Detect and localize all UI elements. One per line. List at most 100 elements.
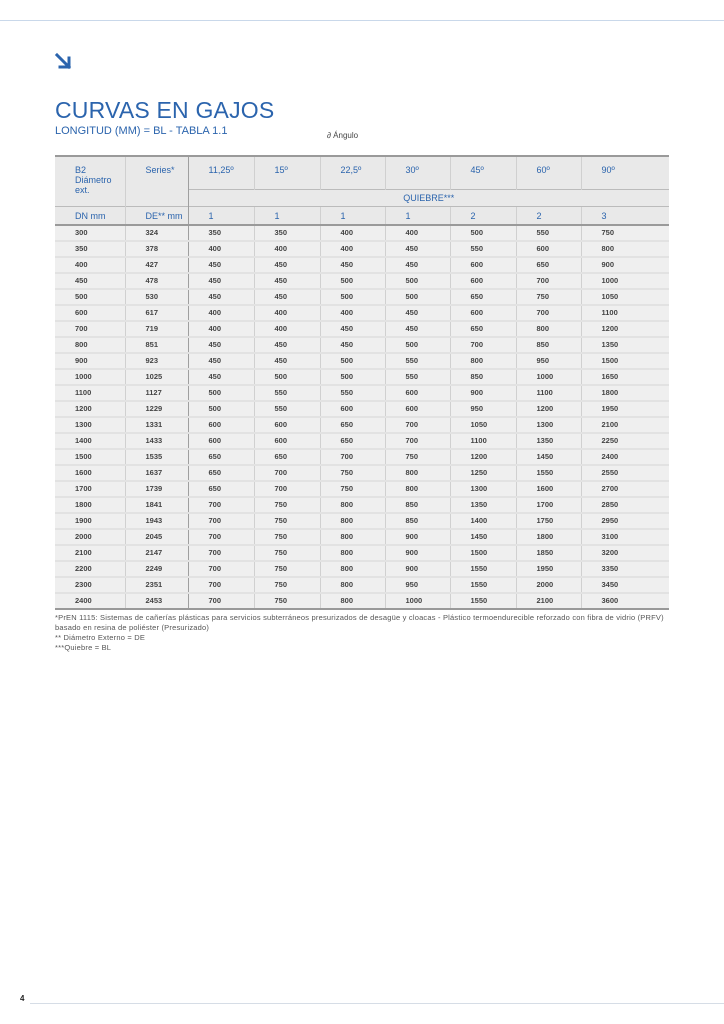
length-cell: 600 — [515, 241, 581, 258]
length-cell: 550 — [515, 225, 581, 242]
length-cell: 650 — [449, 289, 516, 306]
de-cell: 1127 — [124, 385, 188, 402]
quiebre-count: 1 — [384, 206, 450, 226]
de-cell: 1943 — [124, 513, 188, 530]
quiebre-header: QUIEBRE*** — [187, 189, 669, 207]
angle-note: ∂ Ángulo — [327, 131, 359, 140]
quiebre-header-row: QUIEBRE*** — [55, 189, 669, 207]
length-cell: 1800 — [515, 529, 581, 546]
length-cell: 1650 — [580, 369, 669, 386]
length-cell: 450 — [187, 273, 254, 290]
length-cell: 1350 — [515, 433, 581, 450]
angle-header: 45º — [449, 155, 516, 190]
length-cell: 600 — [187, 417, 254, 434]
page-title: CURVAS EN GAJOS — [55, 97, 275, 123]
dn-cell: 400 — [55, 257, 125, 274]
length-cell: 750 — [253, 561, 320, 578]
length-cell: 700 — [187, 593, 254, 610]
length-cell: 850 — [449, 369, 516, 386]
length-cell: 1850 — [515, 545, 581, 562]
de-cell: 851 — [124, 337, 188, 354]
length-cell: 800 — [319, 497, 385, 514]
length-cell: 400 — [319, 225, 385, 242]
angle-header-row: B2 Diámetro ext. Series* 11,25º 15º 22,5… — [55, 155, 669, 207]
length-cell: 650 — [187, 465, 254, 482]
length-cell: 3450 — [580, 577, 669, 594]
length-cell: 1200 — [515, 401, 581, 418]
footnotes: *PrEN 1115: Sistemas de cañerías plástic… — [55, 613, 675, 653]
length-cell: 1550 — [449, 561, 516, 578]
length-cell: 700 — [384, 433, 450, 450]
length-cell: 450 — [253, 289, 320, 306]
length-cell: 450 — [319, 257, 385, 274]
length-cell: 800 — [319, 593, 385, 610]
length-cell: 600 — [253, 417, 320, 434]
length-cell: 2850 — [580, 497, 669, 514]
length-cell: 700 — [187, 545, 254, 562]
dn-cell: 2400 — [55, 593, 125, 610]
dn-cell: 2200 — [55, 561, 125, 578]
footnote-series: *PrEN 1115: Sistemas de cañerías plástic… — [55, 613, 664, 632]
length-cell: 3200 — [580, 545, 669, 562]
de-cell: 1229 — [124, 401, 188, 418]
length-cell: 600 — [449, 257, 516, 274]
length-cell: 750 — [580, 225, 669, 242]
quiebre-count: 1 — [319, 206, 385, 226]
length-cell: 1500 — [449, 545, 516, 562]
length-cell: 600 — [253, 433, 320, 450]
length-cell: 500 — [384, 337, 450, 354]
length-cell: 450 — [319, 321, 385, 338]
length-cell: 450 — [253, 353, 320, 370]
length-cell: 1300 — [515, 417, 581, 434]
length-cell: 500 — [319, 273, 385, 290]
length-cell: 550 — [253, 401, 320, 418]
length-cell: 550 — [449, 241, 516, 258]
dn-cell: 1200 — [55, 401, 125, 418]
table-row: 1800 1841 700 750 800 850 1350 1700 2850 — [55, 497, 669, 514]
length-cell: 1950 — [515, 561, 581, 578]
length-cell: 600 — [449, 273, 516, 290]
table-row: 2300 2351 700 750 800 950 1550 2000 3450 — [55, 577, 669, 594]
length-cell: 1350 — [449, 497, 516, 514]
dn-cell: 800 — [55, 337, 125, 354]
dn-cell: 700 — [55, 321, 125, 338]
length-cell: 1100 — [580, 305, 669, 322]
length-cell: 700 — [515, 305, 581, 322]
length-cell: 1000 — [580, 273, 669, 290]
length-cell: 750 — [319, 465, 385, 482]
length-cell: 750 — [253, 577, 320, 594]
length-cell: 1550 — [449, 577, 516, 594]
table-row: 1200 1229 500 550 600 600 950 1200 1950 — [55, 401, 669, 418]
angle-header: 11,25º — [187, 155, 254, 190]
table-row: 2200 2249 700 750 800 900 1550 1950 3350 — [55, 561, 669, 578]
de-cell: 2453 — [124, 593, 188, 610]
de-cell: 2147 — [124, 545, 188, 562]
length-cell: 650 — [515, 257, 581, 274]
page-number: 4 — [20, 994, 25, 1003]
dn-cell: 300 — [55, 225, 125, 242]
length-cell: 800 — [515, 321, 581, 338]
dn-cell: 2000 — [55, 529, 125, 546]
length-cell: 1250 — [449, 465, 516, 482]
length-cell: 550 — [384, 353, 450, 370]
table-row: 2100 2147 700 750 800 900 1500 1850 3200 — [55, 545, 669, 562]
table-row: 1600 1637 650 700 750 800 1250 1550 2550 — [55, 465, 669, 482]
length-cell: 800 — [580, 241, 669, 258]
length-cell: 650 — [253, 449, 320, 466]
ext-label: ext. — [75, 185, 90, 195]
de-cell: 1739 — [124, 481, 188, 498]
length-cell: 800 — [319, 545, 385, 562]
dn-cell: 600 — [55, 305, 125, 322]
length-cell: 700 — [515, 273, 581, 290]
footnote-de: ** Diámetro Externo = DE — [55, 633, 146, 642]
angle-header: 90º — [580, 155, 669, 190]
length-cell: 550 — [319, 385, 385, 402]
length-cell: 2950 — [580, 513, 669, 530]
length-cell: 700 — [187, 513, 254, 530]
angle-header: 15º — [253, 155, 320, 190]
length-cell: 400 — [319, 241, 385, 258]
length-cell: 450 — [187, 289, 254, 306]
length-cell: 650 — [187, 481, 254, 498]
table-row: 400 427 450 450 450 450 600 650 900 — [55, 257, 669, 274]
de-cell: 719 — [124, 321, 188, 338]
